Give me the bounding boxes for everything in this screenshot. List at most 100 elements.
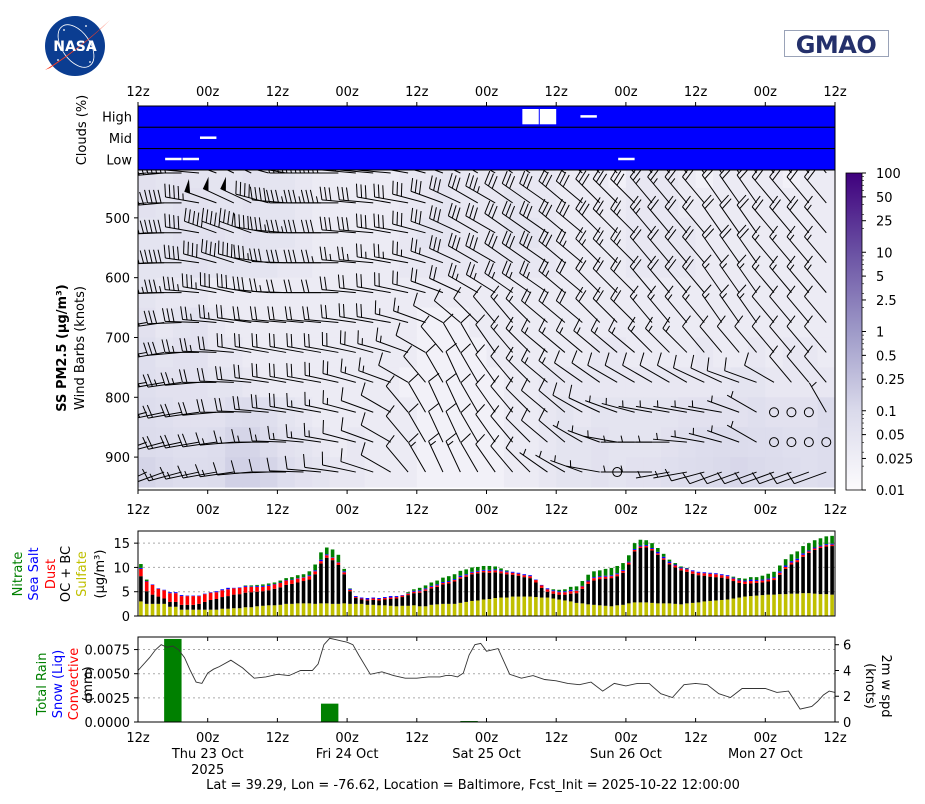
heatmap-cell <box>695 397 714 428</box>
bar-ocbc <box>168 601 172 607</box>
bar-seasalt <box>435 584 439 586</box>
wind-barb <box>701 284 723 323</box>
bar-nitrate <box>423 585 428 589</box>
bottom-x-tick-label: 12z <box>823 731 847 746</box>
bar-dust <box>499 571 503 574</box>
heatmap-cell <box>207 337 226 368</box>
heatmap-cell <box>364 170 383 189</box>
heatmap-cell <box>800 217 819 249</box>
heatmap-cell <box>381 427 400 458</box>
wind-barb <box>736 224 757 263</box>
bar-ocbc <box>499 573 503 598</box>
wind-barb <box>538 258 566 293</box>
wind-barb <box>429 265 461 294</box>
wind-barb <box>360 412 391 443</box>
bar-ocbc <box>481 572 486 600</box>
bar-seasalt <box>737 579 741 581</box>
bar-dust <box>551 591 556 594</box>
heatmap-cell <box>765 457 784 488</box>
bar-dust <box>290 580 294 584</box>
bar-ocbc <box>824 546 829 595</box>
heatmap-cell <box>294 337 313 368</box>
wind-barb <box>420 315 444 353</box>
bar-dust <box>464 575 468 577</box>
heatmap-cell <box>765 187 784 219</box>
bar-dust <box>406 593 410 596</box>
bar-sulfate <box>778 594 782 616</box>
wind-barb <box>575 197 601 234</box>
wind-barb <box>321 332 356 353</box>
bar-dust <box>446 582 451 584</box>
bar-ocbc <box>319 563 323 604</box>
bar-sulfate <box>150 603 155 616</box>
wind-barb <box>769 471 810 485</box>
wind-barb <box>520 378 548 413</box>
bar-seasalt <box>563 591 567 593</box>
heatmap-cell <box>643 277 662 309</box>
bar-seasalt <box>377 598 381 599</box>
bar-nitrate <box>505 570 509 572</box>
bar-ocbc <box>539 587 544 598</box>
heatmap-cell <box>765 170 784 189</box>
bar-sulfate <box>429 604 434 616</box>
wind-barb <box>319 276 356 294</box>
heatmap-cell <box>713 397 732 428</box>
bar-dust <box>412 591 416 594</box>
wind-barb <box>653 470 687 479</box>
bar-seasalt <box>719 574 724 576</box>
bar-dust <box>220 590 225 598</box>
heatmap-ylabel: SS PM2.5 (μg/m³) <box>55 284 70 411</box>
heatmap-cell <box>312 367 331 398</box>
wind-barb <box>803 437 814 448</box>
bar-ocbc <box>516 575 521 597</box>
bar-ocbc <box>406 595 410 606</box>
wind-barb <box>184 179 217 204</box>
heatmap-cell <box>381 170 400 189</box>
top-axis-tick-label: 12z <box>684 85 708 100</box>
bar-nitrate <box>278 580 283 583</box>
wind-barb <box>587 352 618 383</box>
bar-ocbc <box>179 604 184 610</box>
wind-barb <box>339 330 374 353</box>
wind-barb <box>433 170 444 174</box>
bar-dust <box>772 578 776 581</box>
wind-barb <box>786 345 810 383</box>
bar-seasalt <box>685 568 689 570</box>
wind-barb <box>196 367 234 383</box>
heatmap-cell <box>399 217 418 249</box>
wind-barb <box>202 176 235 204</box>
bar-seasalt <box>824 544 829 546</box>
wind-barb <box>505 286 531 323</box>
precip-legend: Total Rain Snow (Liq) Convective (mm) <box>35 648 96 721</box>
bar-ocbc <box>313 574 317 604</box>
wind-barb <box>707 425 740 443</box>
heatmap-cell <box>817 427 835 458</box>
bar-dust <box>783 566 788 569</box>
wind-barb <box>392 180 426 204</box>
bar-dust <box>226 589 230 597</box>
bar-dust <box>365 599 370 601</box>
bar-nitrate <box>818 538 823 546</box>
bar-seasalt <box>568 589 573 592</box>
bar-sulfate <box>214 609 219 616</box>
wind-barb <box>647 195 670 234</box>
wind-barb <box>701 254 723 293</box>
wind-barb <box>429 175 461 204</box>
heatmap-cell <box>730 247 749 279</box>
bar-seasalt <box>342 571 346 573</box>
bar-sulfate <box>336 603 341 616</box>
bar-dust <box>586 581 590 584</box>
bar-ocbc <box>365 600 370 605</box>
heatmap-cell <box>312 427 331 458</box>
wind-barb <box>664 225 688 264</box>
bar-dust <box>603 576 608 579</box>
wind-barb <box>447 232 479 264</box>
heatmap-cell <box>190 277 209 309</box>
heatmap-cell <box>138 367 157 398</box>
bar-dust <box>696 572 701 576</box>
bar-seasalt <box>452 579 457 581</box>
bar-seasalt <box>714 573 718 575</box>
heatmap-cell <box>242 247 261 279</box>
wind-barb <box>519 230 548 264</box>
wind-barb <box>429 205 461 234</box>
